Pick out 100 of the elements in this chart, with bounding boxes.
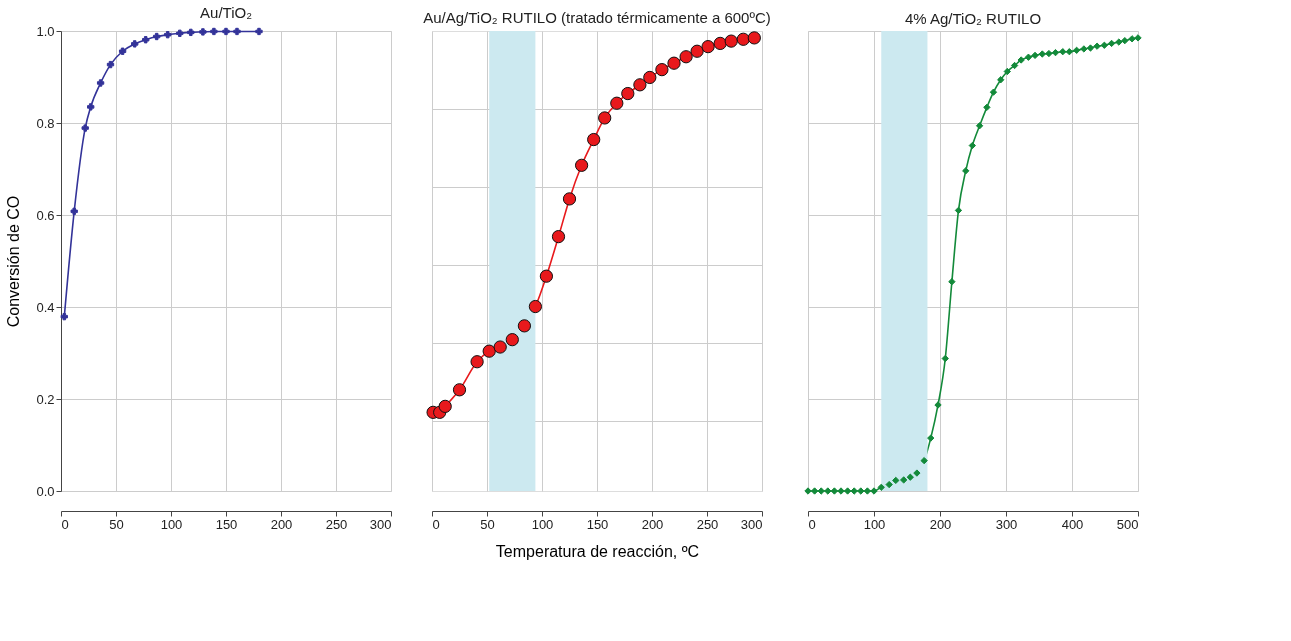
point <box>574 158 589 172</box>
point <box>830 487 839 495</box>
y-tick-label: 0.2 <box>36 391 55 407</box>
x-tick-label: 300 <box>740 516 763 532</box>
chart-title: Au/TiO₂ <box>200 4 253 21</box>
point <box>1107 39 1116 48</box>
point <box>906 473 914 481</box>
point <box>153 32 161 41</box>
point <box>517 319 532 333</box>
point <box>233 27 241 36</box>
chart-title: 4% Ag/TiO₂ RUTILO <box>904 10 1042 27</box>
point <box>551 230 566 244</box>
point <box>562 192 577 206</box>
point <box>1100 41 1108 49</box>
x-tick-label: 150 <box>586 516 609 532</box>
point <box>81 124 89 132</box>
y-tick-label: 0.6 <box>36 207 55 223</box>
point <box>913 469 921 477</box>
point <box>587 132 601 147</box>
x-tick-label: 500 <box>1116 516 1139 532</box>
point <box>199 28 207 36</box>
point <box>60 313 68 321</box>
point <box>1045 49 1053 58</box>
point <box>438 399 452 413</box>
point <box>131 40 139 48</box>
point <box>1080 45 1088 53</box>
point <box>989 88 998 96</box>
point <box>747 31 761 45</box>
point <box>1031 51 1039 60</box>
point <box>505 333 519 347</box>
point <box>724 34 738 48</box>
point <box>667 56 681 70</box>
point <box>70 207 78 215</box>
point <box>701 40 715 54</box>
point <box>493 340 507 354</box>
point <box>1072 46 1081 54</box>
point <box>927 434 935 442</box>
point <box>954 206 963 215</box>
point <box>920 456 928 465</box>
point <box>482 344 496 358</box>
point <box>941 354 949 363</box>
point <box>850 487 858 495</box>
point <box>679 50 693 64</box>
point <box>87 103 95 111</box>
x-tick-label: 0 <box>808 516 816 532</box>
point <box>885 480 893 489</box>
point <box>713 36 727 51</box>
point <box>837 487 845 495</box>
chart-title: Au/Ag/TiO₂ RUTILO (tratado térmicamente a 600ºC) <box>423 8 771 26</box>
point <box>824 487 832 495</box>
x-tick-label: 100 <box>160 516 183 532</box>
point <box>210 27 218 36</box>
point <box>690 44 704 58</box>
point <box>1134 34 1142 42</box>
point <box>968 141 976 150</box>
point <box>1121 37 1129 45</box>
x-tick-label: 200 <box>270 516 293 532</box>
x-tick-label: 400 <box>1061 516 1084 532</box>
point <box>539 269 554 283</box>
point <box>863 487 872 495</box>
point <box>96 79 105 87</box>
point <box>633 78 647 92</box>
x-axis-title: Temperatura de reacción, ºC <box>495 542 700 560</box>
x-tick-label: 250 <box>696 516 719 532</box>
point <box>983 103 991 112</box>
point <box>997 76 1005 84</box>
point <box>1038 50 1046 58</box>
point <box>470 355 484 369</box>
x-tick-label: 300 <box>369 516 392 532</box>
x-tick-label: 200 <box>929 516 952 532</box>
point <box>610 96 624 110</box>
point <box>222 27 230 36</box>
point <box>810 487 819 495</box>
y-axis-title: Conversión de CO <box>5 195 23 328</box>
point <box>1086 44 1095 52</box>
point <box>877 483 885 491</box>
point <box>892 476 900 485</box>
y-tick-label: 0.4 <box>36 299 55 315</box>
x-tick-label: 50 <box>480 516 495 532</box>
x-tick-label: 200 <box>641 516 664 532</box>
point <box>736 32 750 46</box>
x-tick-label: 100 <box>863 516 886 532</box>
x-tick-label: 100 <box>531 516 554 532</box>
point <box>452 383 467 397</box>
point <box>962 167 970 175</box>
point <box>900 476 908 484</box>
point <box>817 487 825 495</box>
point <box>975 122 984 130</box>
point <box>804 487 812 495</box>
point <box>118 47 127 55</box>
point <box>857 487 865 495</box>
point <box>176 29 184 37</box>
x-tick-label: 0 <box>432 516 440 532</box>
point <box>843 487 852 495</box>
point <box>621 86 635 101</box>
point <box>187 28 195 37</box>
point <box>1065 48 1074 56</box>
point <box>948 278 956 286</box>
point <box>1128 35 1136 43</box>
point <box>1003 67 1011 76</box>
